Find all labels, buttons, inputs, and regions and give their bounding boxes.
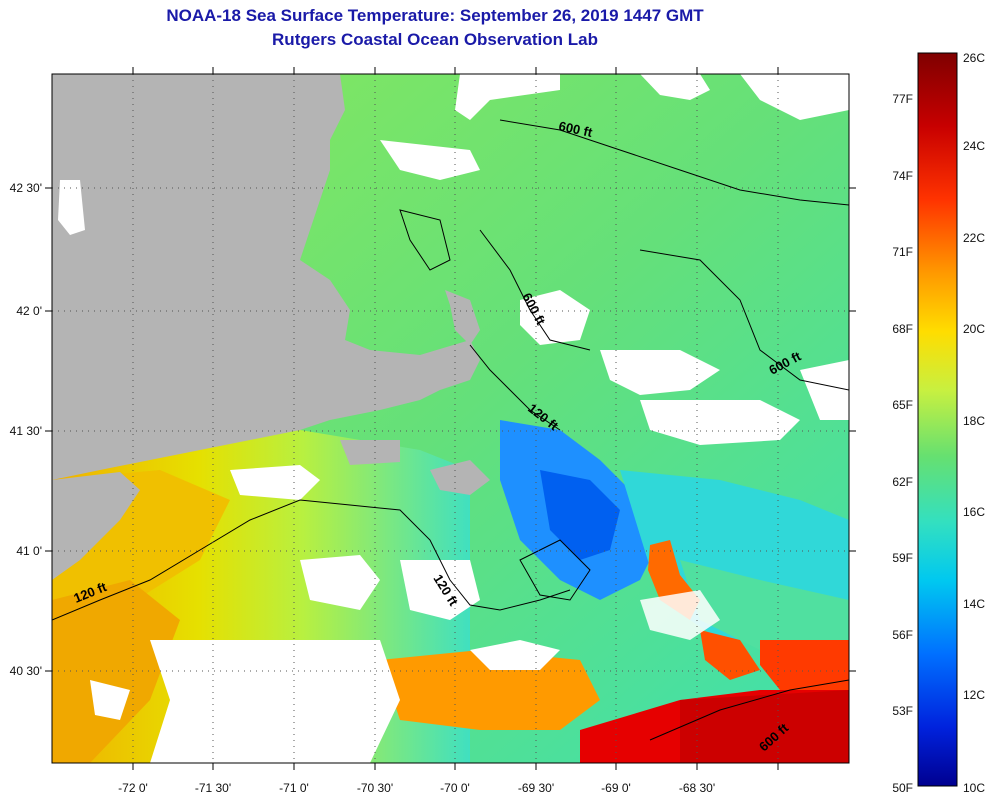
lon-label: -72 0' — [118, 781, 148, 795]
lon-label: -70 30' — [357, 781, 393, 795]
c-label: 20C — [963, 322, 985, 336]
isobath-600ft-east — [639, 249, 849, 391]
f-label: 56F — [892, 628, 913, 642]
lon-label: -69 0' — [601, 781, 631, 795]
fahrenheit-scale: 77F 74F 71F 68F 65F 62F 59F 56F 53F 50F — [892, 92, 913, 795]
lat-label: 42 0' — [16, 304, 42, 318]
warm-eddy-3 — [760, 640, 849, 700]
latitude-axis: 42 30' 42 0' 41 30' 41 0' 40 30' — [10, 181, 42, 678]
tick-marks — [45, 67, 856, 770]
warm-band-region — [380, 650, 600, 730]
c-label: 14C — [963, 597, 985, 611]
lat-label: 41 0' — [16, 544, 42, 558]
mid-water-region — [680, 560, 849, 660]
gulf-stream-core — [680, 690, 849, 763]
celsius-scale: 26C 24C 22C 20C 18C 16C 14C 12C 10C — [963, 51, 985, 795]
cloud-10 — [400, 560, 480, 620]
lon-label: -70 0' — [440, 781, 470, 795]
marthas-vineyard-island — [340, 440, 400, 465]
f-label: 65F — [892, 398, 913, 412]
cloud-14 — [58, 180, 85, 235]
f-label: 68F — [892, 322, 913, 336]
lon-label: -69 30' — [518, 781, 554, 795]
warm-southwest-region — [52, 580, 180, 763]
c-label: 12C — [963, 688, 985, 702]
f-label: 74F — [892, 169, 913, 183]
cloud-2 — [640, 74, 710, 100]
coldest-water-region — [540, 470, 620, 560]
new-england-landmass — [52, 74, 480, 480]
lat-label: 40 30' — [10, 664, 42, 678]
lat-label: 42 30' — [10, 181, 42, 195]
f-label: 53F — [892, 704, 913, 718]
cloud-13 — [230, 465, 320, 500]
lon-label: -71 0' — [279, 781, 309, 795]
cloud-8 — [800, 360, 849, 420]
cape-cod-tip — [445, 290, 480, 345]
f-label: 71F — [892, 245, 913, 259]
warm-eddy-2 — [700, 630, 760, 680]
cloud-9 — [300, 555, 380, 610]
c-label: 18C — [963, 414, 985, 428]
temperature-colorbar: 77F 74F 71F 68F 65F 62F 59F 56F 53F 50F … — [892, 51, 985, 795]
longitude-axis: -72 0' -71 30' -71 0' -70 30' -70 0' -69… — [118, 781, 715, 795]
cloud-5 — [520, 290, 590, 345]
isobath-600ft-shelf-break — [649, 679, 849, 741]
georges-bank-contour — [519, 539, 591, 601]
cloud-15 — [90, 680, 130, 720]
long-island-landmass — [52, 472, 140, 580]
nantucket-island — [430, 460, 490, 495]
f-label: 50F — [892, 781, 913, 795]
c-label: 26C — [963, 51, 985, 65]
contour-label-600ft: 600 ft — [557, 118, 594, 140]
colorbar-scale — [917, 52, 958, 787]
isobath-600ft-basin — [479, 229, 591, 351]
cloud-11 — [150, 640, 400, 763]
isobath-600ft-north — [499, 119, 849, 206]
cloud-6 — [600, 350, 720, 395]
cloud-1 — [455, 74, 560, 120]
plot-frame — [51, 73, 850, 764]
graticule — [52, 74, 849, 763]
cloud-16 — [640, 590, 720, 640]
cloud-3 — [740, 74, 849, 120]
f-label: 59F — [892, 551, 913, 565]
isobath-120ft-south — [52, 499, 571, 621]
c-label: 16C — [963, 505, 985, 519]
map-plot-area — [52, 74, 849, 763]
basin-contour — [399, 209, 451, 271]
c-label: 10C — [963, 781, 985, 795]
c-label: 22C — [963, 231, 985, 245]
f-label: 77F — [892, 92, 913, 106]
lon-label: -68 30' — [679, 781, 715, 795]
cloud-12 — [470, 640, 560, 670]
isobath-120ft-east — [469, 344, 561, 431]
f-label: 62F — [892, 475, 913, 489]
cloud-7 — [640, 400, 800, 445]
map-subtitle: Rutgers Coastal Ocean Observation Lab — [272, 30, 598, 49]
lon-label: -71 30' — [195, 781, 231, 795]
map-title: NOAA-18 Sea Surface Temperature: Septemb… — [166, 6, 704, 25]
lat-label: 41 30' — [10, 424, 42, 438]
c-label: 24C — [963, 139, 985, 153]
